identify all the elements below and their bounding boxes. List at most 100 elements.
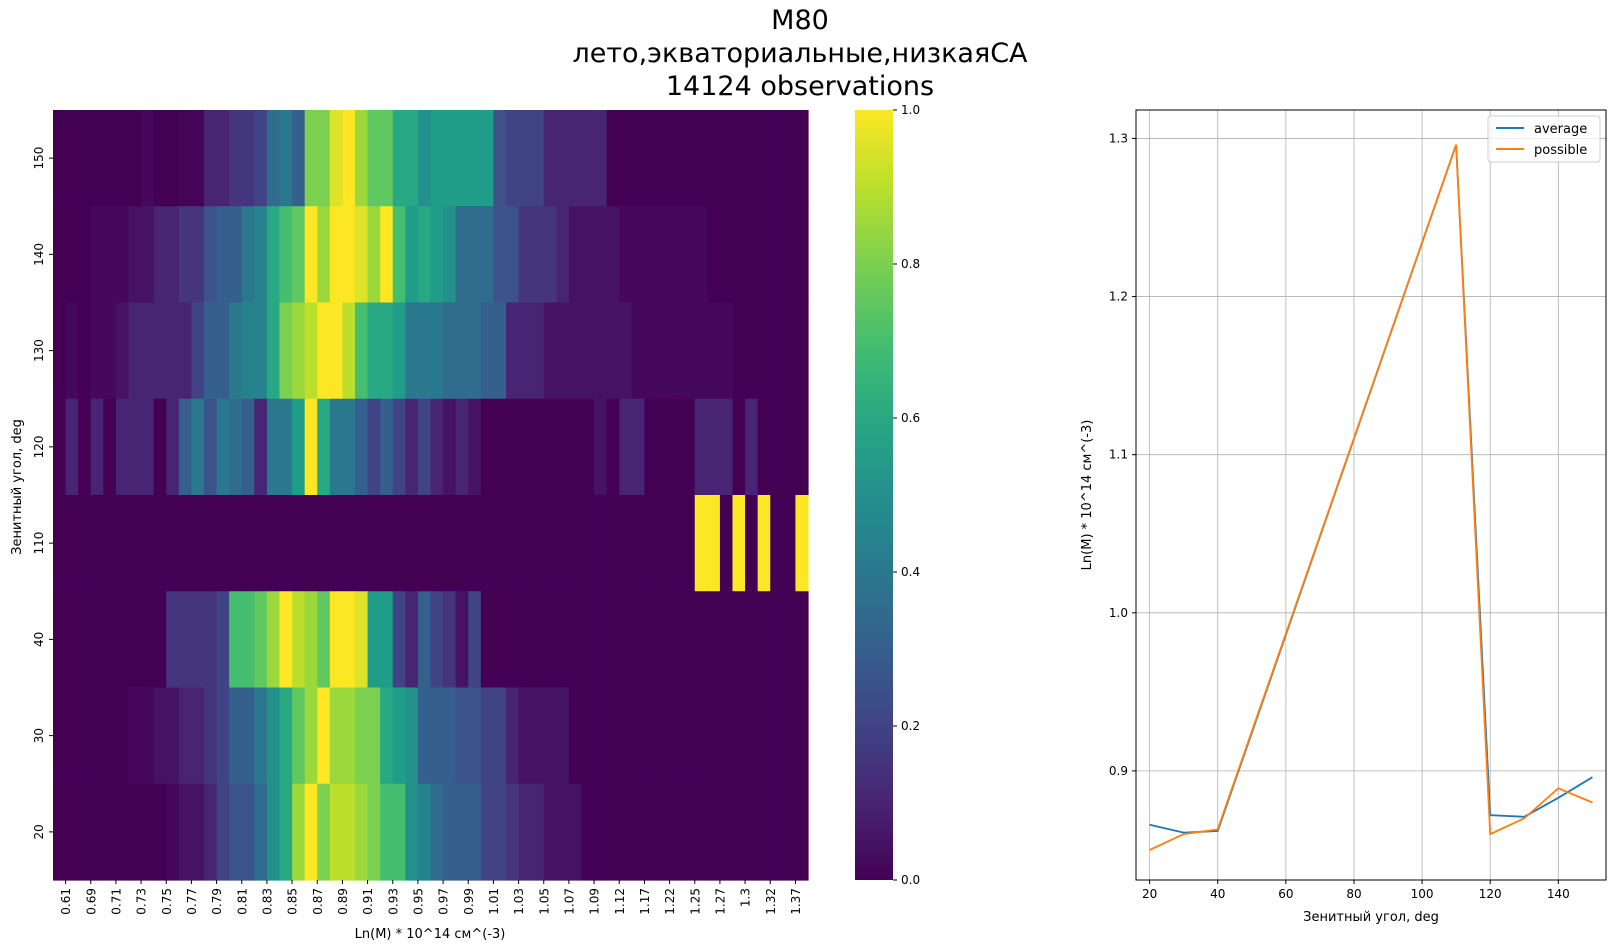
heatmap-cell <box>782 398 797 496</box>
heatmap-cell <box>732 687 746 785</box>
heatmap-cell <box>229 206 243 304</box>
heatmap-cell <box>292 495 306 592</box>
heatmap-cell <box>443 302 457 400</box>
heatmap-cell <box>141 591 155 689</box>
heatmap-cell <box>153 206 167 304</box>
heatmap-cell <box>292 302 306 400</box>
heatmap-cell <box>568 495 583 592</box>
heatmap-cell <box>782 783 797 881</box>
heatmap-cell <box>103 206 117 304</box>
heatmap-cell <box>166 206 180 304</box>
heatmap-cell <box>292 687 306 785</box>
legend-average-label: average <box>1534 122 1587 137</box>
heatmap-cell <box>782 591 797 689</box>
heatmap-cell <box>166 495 180 592</box>
heatmap-x-tick-label: 0.83 <box>260 888 274 915</box>
heatmap-cell <box>204 206 218 304</box>
heatmap-cell <box>304 398 318 496</box>
line-chart-x-tick-label: 140 <box>1547 887 1570 901</box>
heatmap-y-tick-label: 110 <box>32 532 46 555</box>
line-chart-y-tick-label: 0.9 <box>1109 764 1128 778</box>
heatmap-cell <box>141 783 155 881</box>
heatmap-cell <box>682 687 696 785</box>
heatmap-cell <box>380 398 394 496</box>
heatmap-cell <box>317 110 331 207</box>
heatmap-cell <box>317 591 331 689</box>
colorbar-tick-label: 0.0 <box>901 873 920 887</box>
heatmap-cell <box>166 398 180 496</box>
heatmap-cell <box>266 591 281 689</box>
heatmap-cell <box>128 302 142 400</box>
heatmap-cell <box>619 398 633 496</box>
heatmap-cell <box>241 591 255 689</box>
heatmap-cell <box>430 495 444 592</box>
heatmap-x-tick-label: 0.73 <box>135 888 149 915</box>
heatmap-cell <box>355 302 369 400</box>
heatmap-cell <box>594 110 608 207</box>
heatmap-cell <box>355 591 369 689</box>
heatmap-cell <box>606 398 620 496</box>
heatmap-cell <box>178 783 193 881</box>
heatmap-cell <box>556 687 570 785</box>
heatmap-cell <box>417 687 432 785</box>
heatmap-cell <box>229 302 243 400</box>
line-chart-x-axis-label: Зенитный угол, deg <box>1303 910 1439 925</box>
heatmap-cell <box>657 110 671 207</box>
heatmap-cell <box>342 398 356 496</box>
heatmap-cell <box>430 398 444 496</box>
heatmap-x-tick-label: 0.69 <box>84 888 98 915</box>
heatmap-cell <box>657 783 671 881</box>
heatmap-cell <box>657 591 671 689</box>
heatmap-cell <box>141 302 155 400</box>
heatmap-cell <box>229 591 243 689</box>
heatmap-cell <box>556 398 570 496</box>
heatmap-cell <box>191 110 205 207</box>
heatmap-x-tick-label: 1.01 <box>487 888 501 915</box>
heatmap-cell <box>757 591 771 689</box>
heatmap-cell <box>707 591 721 689</box>
heatmap-cell <box>317 398 331 496</box>
heatmap-x-tick-label: 0.95 <box>411 888 425 915</box>
heatmap-cell <box>770 495 784 592</box>
heatmap-cell <box>191 398 205 496</box>
heatmap-cell <box>468 398 482 496</box>
heatmap-cell <box>619 302 633 400</box>
heatmap-cell <box>556 783 570 881</box>
heatmap-cell <box>707 206 721 304</box>
heatmap-cell <box>669 302 683 400</box>
heatmap-cell <box>493 398 507 496</box>
heatmap-cell <box>719 302 734 400</box>
heatmap-cell <box>581 398 595 496</box>
heatmap-cell <box>254 302 268 400</box>
heatmap-x-tick-label: 1.3 <box>739 888 753 907</box>
heatmap-cell <box>417 302 432 400</box>
heatmap-x-ticks: 0.61 0.69 0.71 0.73 0.75 0.77 0.79 0.81 0.83 0.85… <box>59 880 803 915</box>
heatmap-cell <box>304 495 318 592</box>
heatmap-cell <box>682 591 696 689</box>
heatmap-cell <box>204 687 218 785</box>
heatmap-cell <box>191 206 205 304</box>
heatmap-cell <box>795 495 809 592</box>
heatmap-cell <box>443 398 457 496</box>
heatmap-cell <box>216 591 230 689</box>
heatmap-cell <box>78 398 92 496</box>
heatmap-y-tick-label: 120 <box>32 435 46 458</box>
heatmap-x-tick-label: 0.75 <box>160 888 174 915</box>
heatmap-cell <box>443 110 457 207</box>
heatmap-cell <box>317 783 331 881</box>
heatmap-cell <box>178 591 193 689</box>
heatmap-cell <box>405 783 419 881</box>
line-chart-y-tick-label: 1.3 <box>1109 131 1128 145</box>
heatmap-cell <box>782 302 797 400</box>
heatmap-x-tick-label: 0.85 <box>286 888 300 915</box>
heatmap-cell <box>619 687 633 785</box>
heatmap-cell <box>455 495 469 592</box>
heatmap-cell <box>304 687 318 785</box>
heatmap-cell <box>204 591 218 689</box>
heatmap-cell <box>682 206 696 304</box>
heatmap-cell <box>644 110 658 207</box>
heatmap-cell <box>506 495 520 592</box>
heatmap-cell <box>518 206 532 304</box>
heatmap-cell <box>65 302 79 400</box>
heatmap-cell <box>468 110 482 207</box>
